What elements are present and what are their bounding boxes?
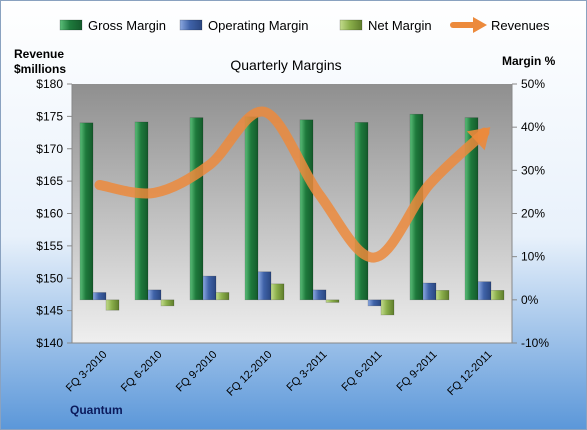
operating-margin-legend-swatch	[179, 19, 203, 31]
right-axis-tick-label: 20%	[521, 207, 545, 221]
left-axis-tick-label: $170	[36, 142, 63, 156]
net-margin-bar	[270, 283, 285, 301]
gross-margin-bar	[464, 117, 479, 301]
left-axis-label-line1: Revenue	[14, 47, 64, 61]
operating-margin-bar	[367, 299, 382, 307]
net-margin-bar	[215, 292, 230, 301]
left-axis-tick-label: $180	[36, 77, 63, 91]
gross-margin-bar	[189, 117, 204, 301]
left-axis-tick-label: $160	[36, 207, 63, 221]
net-margin-bar	[435, 290, 450, 301]
operating-margin-bar	[422, 282, 437, 301]
gross-margin-bar	[79, 122, 94, 301]
left-axis-tick-label: $155	[36, 239, 63, 253]
left-axis-tick-label: $150	[36, 271, 63, 285]
operating-margin-bar	[147, 289, 162, 301]
gross-margin-bar	[244, 116, 259, 301]
bars-group	[79, 113, 505, 316]
right-axis-tick-label: 30%	[521, 163, 545, 177]
revenues-line	[94, 106, 490, 263]
legend: Gross Margin Operating Margin Net Margin Re…	[59, 17, 550, 33]
revenues-legend-arrowhead	[473, 17, 487, 33]
net-margin-bar	[105, 299, 120, 311]
gross-margin-legend-swatch	[59, 19, 83, 31]
company-label: Quantum	[70, 403, 123, 417]
right-axis-tick-label: 50%	[521, 77, 545, 91]
left-axis-tick-label: $175	[36, 109, 63, 123]
right-axis-tick-label: 40%	[521, 120, 545, 134]
left-axis-tick-label: $165	[36, 174, 63, 188]
operating-margin-bar	[92, 292, 107, 301]
left-axis-tick-label: $140	[36, 336, 63, 350]
revenues-line-arrowhead	[466, 127, 491, 151]
net-margin-bar	[325, 299, 340, 303]
gross-margin-legend-label: Gross Margin	[88, 18, 166, 33]
gross-margin-bar	[134, 121, 149, 301]
operating-margin-bar	[477, 281, 492, 301]
net-margin-legend-label: Net Margin	[368, 18, 432, 33]
gross-margin-bar	[354, 122, 369, 301]
operating-margin-legend-label: Operating Margin	[208, 18, 308, 33]
net-margin-bar	[490, 290, 505, 301]
net-margin-bar	[380, 299, 395, 316]
chart-title: Quarterly Margins	[230, 57, 341, 73]
revenue-line-group	[94, 106, 491, 263]
gross-margin-bar	[299, 119, 314, 301]
right-axis-tick-label: -10%	[521, 336, 549, 350]
revenues-legend-label: Revenues	[491, 18, 550, 33]
right-axis-tick-label: 0%	[521, 293, 539, 307]
left-axis-label-line2: $millions	[14, 62, 66, 76]
net-margin-legend-swatch	[339, 19, 363, 31]
left-axis-tick-label: $145	[36, 304, 63, 318]
operating-margin-bar	[312, 289, 327, 301]
right-axis-tick-label: 10%	[521, 250, 545, 264]
operating-margin-bar	[202, 275, 217, 301]
net-margin-bar	[160, 299, 175, 307]
right-axis-label: Margin %	[502, 54, 556, 68]
operating-margin-bar	[257, 271, 272, 301]
